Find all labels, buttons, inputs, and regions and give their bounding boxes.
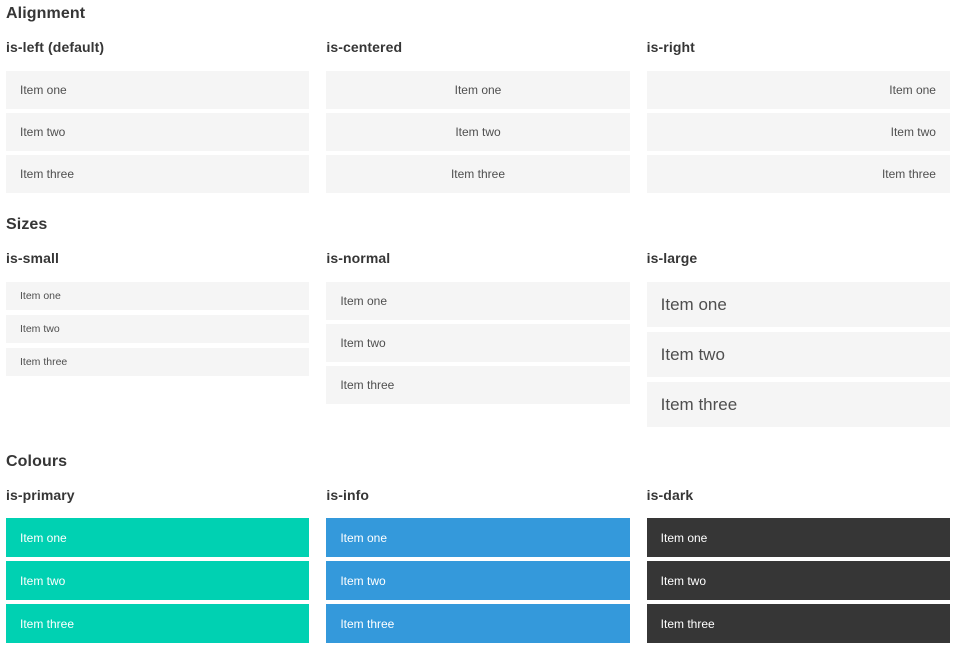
colours-columns: is-primary Item one Item two Item three …: [6, 471, 950, 647]
variant-label: is-centered: [326, 39, 403, 55]
list-item[interactable]: Item one: [326, 71, 630, 109]
demo-page: Alignment is-left (default) Item one Ite…: [0, 4, 960, 647]
variant-label: is-dark: [646, 487, 694, 503]
list-item[interactable]: Item one: [646, 282, 950, 327]
list-item[interactable]: Item three: [646, 604, 950, 643]
section-title: Sizes: [6, 216, 48, 233]
list-item[interactable]: Item three: [6, 348, 310, 376]
list-item[interactable]: Item one: [6, 71, 310, 109]
list-item[interactable]: Item two: [6, 561, 310, 600]
item-list: Item one Item two Item three: [6, 282, 310, 376]
item-list: Item one Item two Item three: [326, 71, 630, 193]
column-is-large: is-large Item one Item two Item three: [646, 234, 950, 432]
list-item[interactable]: Item two: [646, 561, 950, 600]
item-list: Item one Item two Item three: [646, 71, 950, 193]
section-colours: Colours is-primary Item one Item two Ite…: [6, 452, 950, 647]
list-item[interactable]: Item two: [646, 332, 950, 377]
section-sizes: Sizes is-small Item one Item two Item th…: [6, 215, 950, 432]
list-item[interactable]: Item two: [6, 315, 310, 343]
variant-label: is-normal: [326, 250, 391, 266]
column-is-dark: is-dark Item one Item two Item three: [646, 471, 950, 647]
list-item[interactable]: Item two: [646, 113, 950, 151]
list-item[interactable]: Item one: [326, 518, 630, 557]
list-item[interactable]: Item three: [6, 604, 310, 643]
list-item[interactable]: Item three: [646, 155, 950, 193]
column-is-primary: is-primary Item one Item two Item three: [6, 471, 310, 647]
section-alignment: Alignment is-left (default) Item one Ite…: [6, 4, 950, 197]
section-title: Alignment: [6, 5, 86, 22]
list-item[interactable]: Item three: [326, 155, 630, 193]
list-item[interactable]: Item one: [646, 518, 950, 557]
item-list: Item one Item two Item three: [6, 518, 310, 643]
variant-label: is-right: [646, 39, 695, 55]
item-list: Item one Item two Item three: [326, 518, 630, 643]
variant-label: is-small: [6, 250, 59, 266]
column-is-left: is-left (default) Item one Item two Item…: [6, 23, 310, 197]
list-item[interactable]: Item two: [326, 561, 630, 600]
list-item[interactable]: Item three: [646, 382, 950, 427]
item-list: Item one Item two Item three: [646, 518, 950, 643]
list-item[interactable]: Item one: [326, 282, 630, 320]
variant-label: is-left (default): [6, 39, 105, 55]
alignment-columns: is-left (default) Item one Item two Item…: [6, 23, 950, 197]
list-item[interactable]: Item one: [6, 518, 310, 557]
item-list: Item one Item two Item three: [6, 71, 310, 193]
section-title: Colours: [6, 453, 68, 470]
list-item[interactable]: Item three: [326, 366, 630, 404]
list-item[interactable]: Item one: [646, 71, 950, 109]
list-item[interactable]: Item two: [326, 324, 630, 362]
item-list: Item one Item two Item three: [326, 282, 630, 404]
list-item[interactable]: Item three: [326, 604, 630, 643]
sizes-columns: is-small Item one Item two Item three is…: [6, 234, 950, 432]
column-is-right: is-right Item one Item two Item three: [646, 23, 950, 197]
item-list: Item one Item two Item three: [646, 282, 950, 427]
column-is-normal: is-normal Item one Item two Item three: [326, 234, 630, 432]
column-is-centered: is-centered Item one Item two Item three: [326, 23, 630, 197]
variant-label: is-large: [646, 250, 698, 266]
variant-label: is-info: [326, 487, 370, 503]
list-item[interactable]: Item two: [326, 113, 630, 151]
list-item[interactable]: Item one: [6, 282, 310, 310]
column-is-info: is-info Item one Item two Item three: [326, 471, 630, 647]
list-item[interactable]: Item three: [6, 155, 310, 193]
variant-label: is-primary: [6, 487, 75, 503]
list-item[interactable]: Item two: [6, 113, 310, 151]
column-is-small: is-small Item one Item two Item three: [6, 234, 310, 432]
